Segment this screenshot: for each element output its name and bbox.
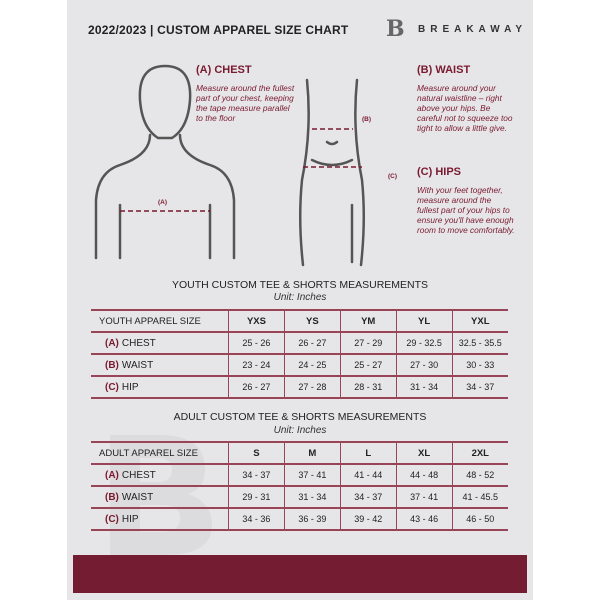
page-title: 2022/2023 | CUSTOM APPAREL SIZE CHART	[88, 23, 349, 37]
row-label-text: CHEST	[121, 337, 156, 349]
torso-outline	[298, 78, 366, 267]
row-label: (A) CHEST	[91, 464, 229, 487]
measurement-cell: 26 - 27	[228, 376, 285, 399]
head-outline	[138, 64, 192, 140]
row-letter: (A)	[105, 337, 119, 349]
measurement-cell: 34 - 37	[339, 486, 397, 509]
adult-size-table: ADULT APPAREL SIZE S M L XL 2XL (A) CHEST 34 - 3…	[91, 441, 508, 531]
table-row: (C) HIP 34 - 36 36 - 39 39 - 42 43 - 46 46 - 5…	[91, 508, 508, 531]
row-letter: (A)	[105, 469, 119, 481]
measurement-cell: 27 - 28	[283, 376, 341, 399]
shoulders-outline	[94, 133, 236, 260]
measurement-cell: 41 - 44	[339, 464, 397, 487]
measurement-cell: 31 - 34	[283, 486, 341, 509]
table-row: (A) CHEST 34 - 37 37 - 41 41 - 44 44 - 48 48 -…	[91, 464, 508, 487]
measurement-cell: 34 - 37	[228, 464, 285, 487]
brand-name: BREAKAWAY	[418, 24, 528, 35]
measurement-cell: 27 - 30	[395, 354, 453, 377]
measurement-cell: 37 - 41	[283, 464, 341, 487]
header-cell: XL	[395, 442, 453, 465]
table-row: (A) CHEST 25 - 26 26 - 27 27 - 29 29 - 32.5 32…	[91, 332, 508, 355]
brand-logo-icon: B	[386, 16, 405, 42]
header-cell: ADULT APPAREL SIZE	[91, 442, 229, 465]
measurement-cell: 29 - 32.5	[395, 332, 453, 355]
row-label: (C) HIP	[91, 508, 229, 531]
hips-marker: (C)	[388, 173, 398, 180]
header-cell: YL	[395, 310, 453, 333]
measurement-cell: 26 - 27	[283, 332, 341, 355]
table-header-row: YOUTH APPAREL SIZE YXS YS YM YL YXL	[91, 310, 508, 333]
row-label: (A) CHEST	[91, 332, 229, 355]
table-row: (B) WAIST 23 - 24 24 - 25 25 - 27 27 - 30 30 -…	[91, 354, 508, 377]
row-label-text: CHEST	[121, 469, 156, 481]
measurement-cell: 39 - 42	[339, 508, 397, 531]
row-label-text: WAIST	[121, 359, 154, 371]
measurement-cell: 48 - 52	[451, 464, 508, 487]
measurement-cell: 41 - 45.5	[451, 486, 508, 509]
row-letter: (C)	[105, 381, 119, 393]
row-label-text: WAIST	[121, 491, 154, 503]
waist-marker: (B)	[362, 116, 372, 123]
youth-size-table: YOUTH APPAREL SIZE YXS YS YM YL YXL (A) CHEST 25…	[91, 309, 508, 399]
chest-marker: (A)	[158, 199, 168, 206]
measurement-cell: 27 - 29	[339, 332, 397, 355]
row-letter: (B)	[105, 359, 119, 371]
measurement-cell: 30 - 33	[451, 354, 508, 377]
measurement-cell: 34 - 37	[451, 376, 508, 399]
header-cell: S	[228, 442, 285, 465]
row-letter: (B)	[105, 491, 119, 503]
measurement-cell: 31 - 34	[395, 376, 453, 399]
row-label: (B) WAIST	[91, 486, 229, 509]
header-cell: 2XL	[451, 442, 508, 465]
measurement-cell: 34 - 36	[228, 508, 285, 531]
table-row: (C) HIP 26 - 27 27 - 28 28 - 31 31 - 34 34 - 3…	[91, 376, 508, 399]
row-letter: (C)	[105, 513, 119, 525]
table-header-row: ADULT APPAREL SIZE S M L XL 2XL	[91, 442, 508, 465]
youth-unit: Unit: Inches	[273, 292, 327, 303]
youth-table-title: YOUTH CUSTOM TEE & SHORTS MEASUREMENTS	[171, 279, 429, 291]
measurement-cell: 25 - 26	[228, 332, 285, 355]
hips-heading: (C) HIPS	[417, 166, 461, 178]
measurement-cell: 28 - 31	[339, 376, 397, 399]
waist-heading: (B) WAIST	[417, 64, 471, 76]
adult-table-title: ADULT CUSTOM TEE & SHORTS MEASUREMENTS	[173, 411, 427, 423]
measurement-cell: 46 - 50	[451, 508, 508, 531]
row-label-text: HIP	[121, 513, 139, 525]
row-label-text: HIP	[121, 381, 139, 393]
row-label: (B) WAIST	[91, 354, 229, 377]
header-cell: YOUTH APPAREL SIZE	[91, 310, 229, 333]
measurement-cell: 43 - 46	[395, 508, 453, 531]
footer-bar	[73, 555, 527, 593]
measurement-cell: 23 - 24	[228, 354, 285, 377]
waist-description: Measure around your natural waistline – …	[417, 83, 513, 133]
header-cell: M	[283, 442, 341, 465]
chest-description: Measure around the fullest part of your …	[196, 83, 295, 123]
hips-description: With your feet together, measure around …	[417, 185, 515, 235]
header-cell: L	[339, 442, 397, 465]
measurement-cell: 29 - 31	[228, 486, 285, 509]
header-cell: YXS	[228, 310, 285, 333]
table-row: (B) WAIST 29 - 31 31 - 34 34 - 37 37 - 41 41 -…	[91, 486, 508, 509]
measurement-cell: 25 - 27	[339, 354, 397, 377]
header-cell: YXL	[451, 310, 508, 333]
measurement-cell: 24 - 25	[283, 354, 341, 377]
body-figures	[94, 64, 366, 267]
measurement-cell: 32.5 - 35.5	[451, 332, 508, 355]
row-label: (C) HIP	[91, 376, 229, 399]
adult-unit: Unit: Inches	[273, 425, 327, 436]
measurement-cell: 37 - 41	[395, 486, 453, 509]
header-cell: YM	[339, 310, 397, 333]
chest-heading: (A) CHEST	[196, 64, 252, 76]
header-cell: YS	[283, 310, 341, 333]
measurement-cell: 36 - 39	[283, 508, 341, 531]
measurement-cell: 44 - 48	[395, 464, 453, 487]
